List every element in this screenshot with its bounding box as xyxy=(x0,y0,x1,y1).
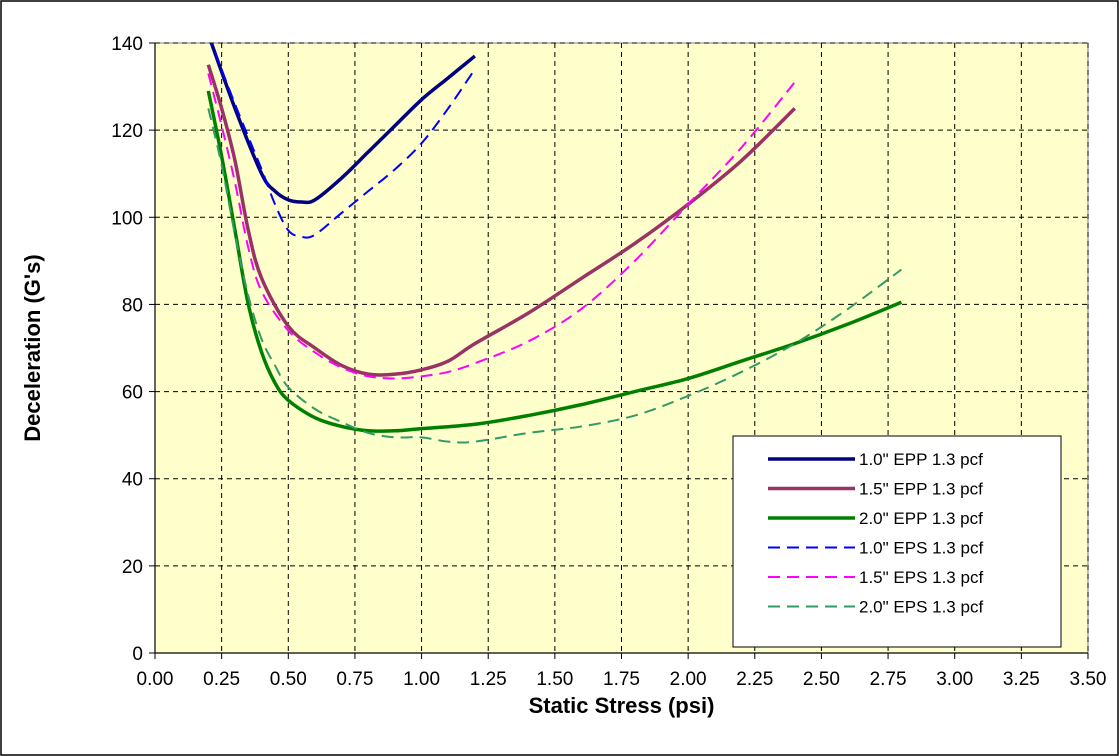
y-tick-label: 140 xyxy=(111,34,143,55)
grid-lines xyxy=(155,42,1089,653)
legend-label: 1.0" EPS 1.3 pcf xyxy=(859,539,983,558)
x-tick-label: 1.75 xyxy=(603,669,640,690)
x-tick-label: 1.50 xyxy=(536,669,573,690)
x-tick-label: 0.50 xyxy=(270,669,307,690)
x-tick-label: 3.50 xyxy=(1070,669,1107,690)
y-tick-label: 0 xyxy=(132,644,143,665)
series-line-1 xyxy=(209,43,476,205)
y-axis-title: Deceleration (G's) xyxy=(20,254,45,441)
legend-label: 1.5" EPP 1.3 pcf xyxy=(859,480,983,499)
series-line-2 xyxy=(206,64,796,377)
legend-label: 1.0" EPP 1.3 pcf xyxy=(859,450,983,469)
x-tick-label: 2.25 xyxy=(736,669,773,690)
y-tick-label: 80 xyxy=(122,295,143,316)
y-tick-label: 40 xyxy=(122,470,143,491)
legend-box xyxy=(732,435,1062,648)
axes: 0.00 0.25 0.50 0.75 1.00 1.25 1.50 1.75 2.00 2.25… xyxy=(111,34,1106,690)
legend-label: 1.5" EPS 1.3 pcf xyxy=(859,568,983,587)
x-tick-label: 2.50 xyxy=(803,669,840,690)
x-tick-label: 0.25 xyxy=(203,669,240,690)
x-tick-label: 0.75 xyxy=(336,669,373,690)
x-tick-label: 3.25 xyxy=(1003,669,1040,690)
x-tick-label: 3.00 xyxy=(936,669,973,690)
x-tick-label: 0.00 xyxy=(137,669,174,690)
y-tick-label: 100 xyxy=(111,208,143,229)
series-line-6 xyxy=(207,108,902,444)
x-tick-label: 1.25 xyxy=(470,669,507,690)
series-lines xyxy=(206,43,903,444)
y-tick-label: 120 xyxy=(111,121,143,142)
x-tick-label: 1.00 xyxy=(403,669,440,690)
series-line-3 xyxy=(206,90,903,433)
y-tick-label: 60 xyxy=(122,383,143,404)
x-tick-label: 2.00 xyxy=(670,669,707,690)
series-line-4 xyxy=(210,43,476,239)
legend: 1.0" EPP 1.3 pcf 1.5" EPP 1.3 pcf 2.0" EPP… xyxy=(732,435,1062,648)
series-line-5 xyxy=(207,73,796,380)
legend-label: 2.0" EPP 1.3 pcf xyxy=(859,509,983,528)
legend-label: 2.0" EPS 1.3 pcf xyxy=(859,598,983,617)
y-tick-label: 20 xyxy=(122,557,143,578)
x-axis-title: Static Stress (psi) xyxy=(529,693,715,718)
x-tick-label: 2.75 xyxy=(870,669,907,690)
